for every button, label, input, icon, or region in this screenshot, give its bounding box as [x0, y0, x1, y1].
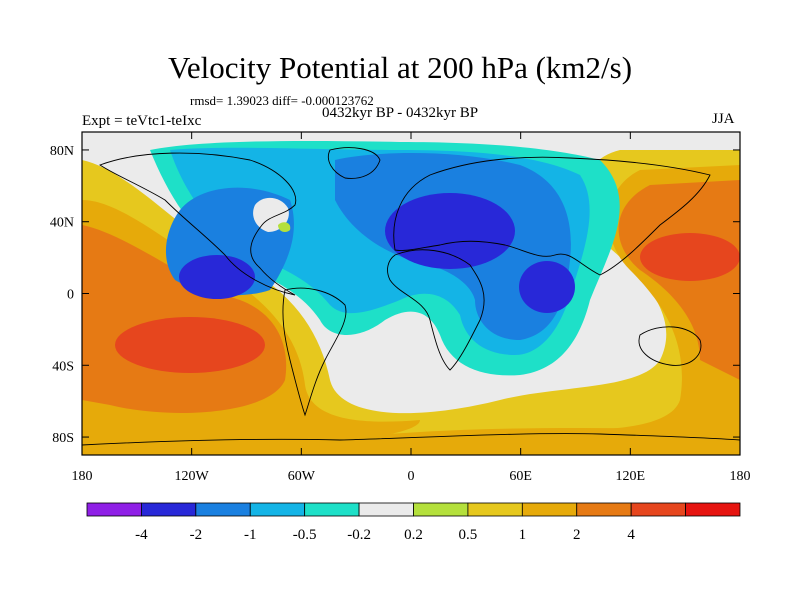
australia-coast [638, 326, 702, 366]
north-america-small-lobe [278, 222, 291, 233]
y-tick-label: 80N [50, 144, 74, 159]
colorbar-swatch [249, 502, 306, 517]
colorbar-level-label: 0.2 [404, 527, 423, 543]
colorbar-level-label: 0.5 [459, 527, 478, 543]
experiment-label: Expt = teVtc1-teIxc [82, 113, 202, 129]
positive-field-band-6 [82, 428, 740, 455]
antarctica-coast [82, 433, 740, 446]
rmsd-stats-label: rmsd= 1.39023 diff= -0.000123762 [190, 93, 374, 108]
x-tick-label: 180 [730, 469, 751, 484]
colorbar-level-label: -2 [190, 527, 203, 543]
x-tick-label: 180 [72, 469, 93, 484]
east-pacific-minimum [179, 255, 255, 299]
south-pacific-maximum [115, 317, 265, 373]
north-america-neutral-hole [253, 197, 289, 232]
north-america-coast [99, 152, 297, 296]
colorbar-swatch [467, 502, 523, 517]
x-tick-label: 60W [288, 469, 316, 484]
y-tick-label: 0 [67, 288, 74, 303]
colorbar-swatch [521, 502, 578, 517]
x-tick-label: 0 [408, 469, 415, 484]
colorbar-swatch [195, 502, 251, 517]
season-label: JJA [712, 111, 735, 127]
eurasia-coast [393, 156, 711, 276]
colorbar-level-label: 1 [519, 527, 527, 543]
indian-ocean-minimum [519, 261, 575, 313]
greenland-coast [327, 147, 381, 179]
colorbar-swatch [358, 502, 414, 517]
y-tick-label: 40N [50, 216, 74, 231]
colorbar-swatch [141, 502, 197, 517]
colorbar-swatch [413, 502, 469, 517]
x-tick-label: 120E [616, 469, 646, 484]
colorbar-level-label: -0.2 [347, 527, 371, 543]
chart-title: Velocity Potential at 200 hPa (km2/s) [167, 50, 633, 85]
colorbar-level-label: -0.5 [293, 527, 317, 543]
west-pacific-maximum [640, 233, 740, 281]
coastlines [82, 147, 740, 446]
y-tick-label: 80S [52, 431, 74, 446]
colorbar-swatch [576, 502, 632, 517]
period-label: 0432kyr BP - 0432kyr BP [322, 105, 479, 121]
colorbar-swatch [304, 502, 360, 517]
colorbar-level-label: -4 [135, 527, 148, 543]
axis-ticks: 180 120W 60W 0 60E 120E 180 80N 40N 0 40S 80S [50, 132, 751, 484]
colorbar-swatch [685, 502, 741, 517]
colorbar-level-label: 2 [573, 527, 581, 543]
colorbar: -4 -2 -1 -0.5 -0.2 0.2 0.5 1 2 4 [86, 502, 741, 543]
eurasia-africa-minimum [385, 193, 515, 269]
x-tick-label: 120W [175, 469, 210, 484]
south-america-coast [282, 287, 347, 417]
x-tick-label: 60E [509, 469, 532, 484]
colorbar-level-label: -1 [244, 527, 257, 543]
y-tick-label: 40S [52, 359, 74, 374]
colorbar-swatch [630, 502, 686, 517]
africa-coast [387, 249, 485, 371]
colorbar-level-label: 4 [627, 527, 635, 543]
colorbar-swatch [86, 502, 142, 517]
